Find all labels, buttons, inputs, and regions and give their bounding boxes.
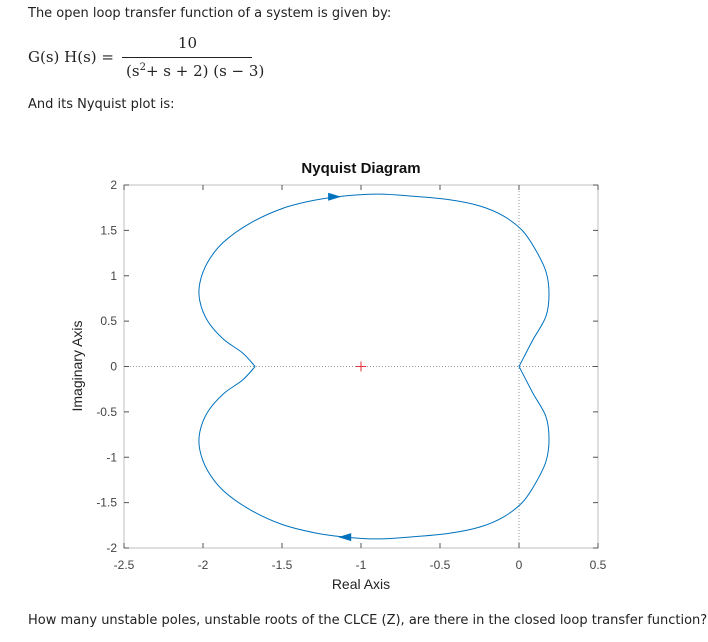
y-tick-label: -1.5	[96, 496, 117, 510]
y-tick-label: -1	[106, 450, 117, 464]
direction-arrow-right	[328, 192, 342, 201]
denominator-post: + s + 2) (s − 3)	[145, 62, 265, 80]
x-axis-label: Real Axis	[332, 576, 390, 592]
x-tick-label: -2	[198, 558, 209, 572]
x-tick-label: 0	[516, 558, 523, 572]
y-tick-label: -2	[106, 541, 117, 555]
equation-numerator: 10	[178, 34, 198, 52]
y-tick-label: 0	[110, 360, 117, 374]
axis-ticks: -2.5 -2 -1.5 -1 -0.5 0 0.5 2 1.5 1 0.5 0 -0.5 -1 -1.5 -…	[96, 178, 606, 572]
denominator-pre: (s	[126, 62, 140, 80]
direction-arrow-left	[338, 533, 352, 542]
fraction-bar	[122, 57, 252, 58]
direction-arrows	[328, 192, 352, 542]
y-tick-label: 1.5	[100, 223, 117, 237]
denominator-exponent: 2	[139, 62, 146, 73]
x-tick-label: -2.5	[114, 558, 135, 572]
equation-lhs: G(s) H(s) =	[28, 48, 114, 66]
chart-title: Nyquist Diagram	[301, 160, 420, 177]
critical-point	[356, 361, 366, 372]
nyquist-series-1	[198, 366, 550, 540]
y-tick-label: 0.5	[100, 314, 117, 328]
x-tick-label: -0.5	[430, 558, 451, 572]
nyquist-curves	[198, 193, 550, 540]
x-tick-label: -1	[356, 558, 367, 572]
equation-denominator: (s2+ s + 2) (s − 3)	[126, 62, 264, 80]
x-tick-label: 0.5	[590, 558, 607, 572]
y-tick-label: -0.5	[96, 405, 117, 419]
nyquist-series-0	[198, 193, 550, 367]
x-tick-label: -1.5	[272, 558, 293, 572]
question-text: How many unstable poles, unstable roots …	[28, 613, 708, 628]
y-tick-label: 2	[110, 178, 117, 192]
y-tick-label: 1	[110, 269, 117, 283]
y-axis-label: Imaginary Axis	[69, 320, 85, 411]
intro-text: The open loop transfer function of a sys…	[28, 6, 392, 21]
nyquist-intro-text: And its Nyquist plot is:	[28, 97, 175, 112]
